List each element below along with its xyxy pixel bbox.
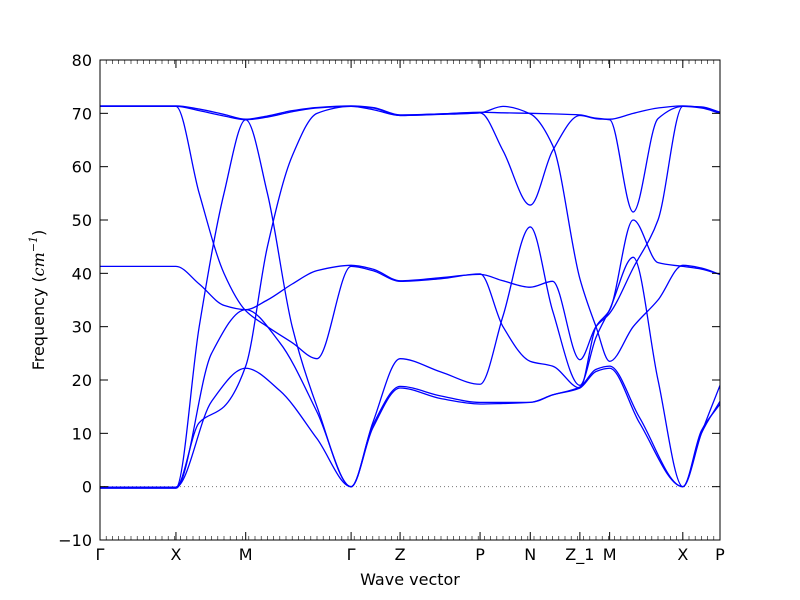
y-tick-label: 10 (72, 424, 92, 443)
plot-area (100, 105, 720, 489)
band-line-3 (100, 119, 720, 489)
x-tick-label: N (524, 545, 536, 564)
x-tick-label: X (677, 545, 688, 564)
y-tick-label: 60 (72, 158, 92, 177)
x-tick-label: Z_1 (565, 545, 594, 565)
x-tick-label: M (603, 545, 617, 564)
band-line-1 (100, 367, 720, 488)
x-tick-label: Γ (96, 545, 105, 564)
y-tick-label: 20 (72, 371, 92, 390)
y-tick-label: 50 (72, 211, 92, 230)
band-line-6 (100, 105, 720, 389)
x-axis: Γ X M Γ Z P N Z_1 M X P (96, 60, 725, 565)
plot-clip-group (100, 105, 720, 489)
y-axis-label: Frequency (cm−1) (27, 230, 48, 371)
y-tick-label: −10 (58, 531, 92, 550)
y-axis-label-unit: cm (29, 252, 48, 276)
y-tick-label: 0 (82, 478, 92, 497)
x-minor-ticks (99, 60, 721, 540)
y-axis-label-close: ) (29, 230, 48, 236)
x-tick-label: P (715, 545, 725, 564)
x-tick-label: Γ (347, 545, 356, 564)
y-axis: −10 0 10 20 30 40 50 60 70 80 (58, 51, 720, 550)
y-axis-label-exponent: −1 (27, 236, 40, 252)
band-line-8 (100, 105, 720, 120)
x-tick-label: P (475, 545, 485, 564)
x-tick-label: M (239, 545, 253, 564)
y-axis-label-text: Frequency (29, 288, 48, 371)
y-tick-label: 40 (72, 264, 92, 283)
x-tick-label: Z (395, 545, 406, 564)
x-tick-label: X (170, 545, 181, 564)
y-tick-label: 70 (72, 104, 92, 123)
x-axis-label: Wave vector (360, 570, 460, 589)
y-tick-label: 80 (72, 51, 92, 70)
y-tick-label: 30 (72, 318, 92, 337)
